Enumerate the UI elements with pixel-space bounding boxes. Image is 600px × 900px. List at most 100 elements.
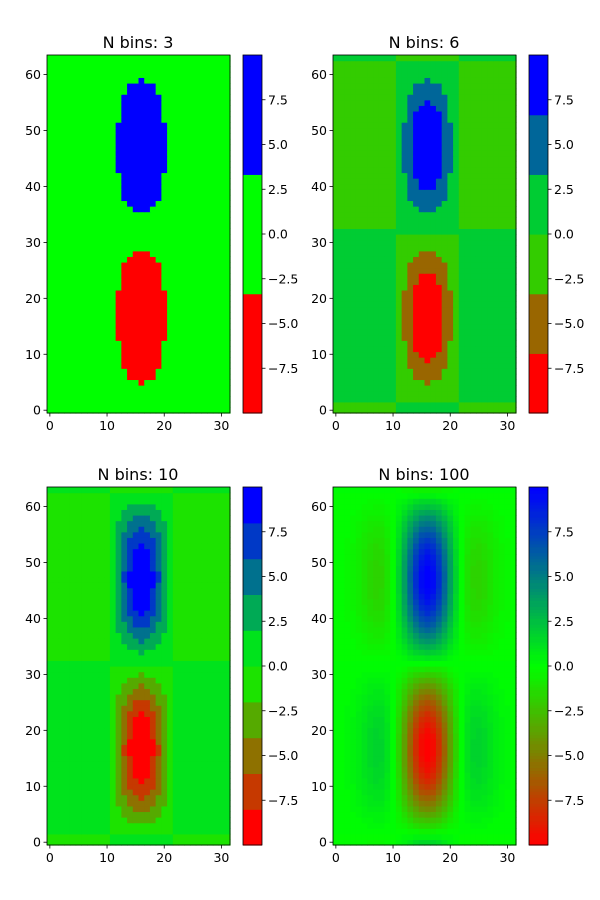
heatmap-cell [361, 150, 368, 157]
heatmap-cell [470, 306, 477, 313]
heatmap-cell [87, 317, 94, 325]
heatmap-cell [504, 351, 511, 358]
heatmap-cell [413, 385, 420, 392]
heatmap-cell [390, 345, 397, 353]
heatmap-cell [98, 144, 105, 151]
heatmap-cell [510, 334, 517, 341]
heatmap-cell [104, 811, 111, 818]
heatmap-cell [75, 811, 82, 818]
heatmap-cell [424, 206, 431, 213]
heatmap-cell [98, 761, 105, 768]
heatmap-cell [441, 172, 448, 179]
heatmap-cell [407, 284, 414, 291]
heatmap-cell [413, 278, 420, 285]
heatmap-cell [407, 161, 414, 168]
heatmap-cell [413, 329, 420, 336]
heatmap-cell [121, 178, 128, 185]
heatmap-cell [344, 267, 351, 274]
heatmap-cell [207, 94, 214, 101]
heatmap-cell [64, 772, 71, 779]
heatmap-cell [384, 334, 391, 341]
heatmap-cell [350, 317, 357, 325]
heatmap-cell [201, 178, 208, 185]
heatmap-cell [378, 161, 386, 168]
heatmap-cell [401, 211, 408, 218]
heatmap-cell [121, 273, 128, 280]
heatmap-cell [87, 55, 94, 62]
heatmap-cell [98, 766, 105, 773]
heatmap-cell [127, 373, 134, 381]
heatmap-cell [498, 144, 506, 151]
heatmap-cell [98, 340, 105, 347]
heatmap-cell [224, 82, 231, 90]
heatmap-cell [184, 817, 191, 824]
heatmap-cell [167, 234, 174, 241]
heatmap-cell [149, 373, 157, 381]
heatmap-cell [144, 172, 151, 179]
heatmap-cell [333, 77, 340, 84]
heatmap-cell [104, 323, 111, 330]
heatmap-cell [127, 289, 134, 297]
heatmap-cell [384, 228, 391, 235]
heatmap-cell [384, 289, 391, 297]
heatmap-cell [493, 329, 500, 336]
heatmap-cell [344, 133, 351, 140]
heatmap-cell [109, 99, 117, 106]
heatmap-cell [464, 189, 471, 196]
heatmap-cell [355, 407, 363, 414]
heatmap-cell [155, 817, 162, 824]
heatmap-cell [378, 306, 386, 313]
heatmap-cell [138, 783, 145, 790]
heatmap-cell [161, 222, 168, 229]
heatmap-cell [149, 66, 157, 73]
heatmap-cell [510, 228, 517, 235]
heatmap-cell [361, 138, 368, 146]
heatmap-cell [178, 60, 185, 67]
heatmap-cell [155, 727, 162, 734]
heatmap-cell [81, 122, 88, 129]
heatmap-cell [167, 144, 174, 151]
heatmap-cell [487, 385, 494, 392]
heatmap-cell [58, 178, 65, 185]
heatmap-cell [212, 189, 220, 196]
heatmap-cell [178, 716, 185, 723]
heatmap-cell [92, 161, 100, 168]
heatmap-cell [144, 138, 151, 146]
heatmap-cell [424, 110, 431, 118]
heatmap-cell [144, 396, 151, 403]
heatmap-cell [201, 323, 208, 330]
heatmap-cell [333, 301, 340, 308]
heatmap-cell [361, 194, 368, 202]
heatmap-cell [207, 727, 214, 734]
y-tick-label: 40 [311, 179, 327, 194]
heatmap-cell [189, 71, 197, 78]
heatmap-cell [207, 755, 214, 762]
heatmap-cell [378, 116, 386, 123]
heatmap-cell [161, 144, 168, 151]
heatmap-cell [115, 401, 122, 408]
heatmap-cell [504, 256, 511, 263]
heatmap-cell [189, 744, 197, 751]
heatmap-cell [401, 183, 408, 190]
heatmap-cell [149, 401, 157, 408]
heatmap-cell [138, 133, 145, 140]
heatmap-cell [75, 289, 82, 297]
heatmap-cell [184, 155, 191, 162]
heatmap-cell [75, 385, 82, 392]
heatmap-cell [355, 161, 363, 168]
heatmap-cell [144, 738, 151, 745]
heatmap-cell [441, 77, 448, 84]
heatmap-cell [418, 373, 426, 381]
heatmap-cell [447, 368, 454, 375]
heatmap-cell [361, 385, 368, 392]
heatmap-cell [367, 379, 374, 386]
heatmap-cell [384, 88, 391, 95]
heatmap-cell [212, 172, 220, 179]
heatmap-cell [361, 301, 368, 308]
heatmap-cell [207, 267, 214, 274]
heatmap-cell [493, 222, 500, 229]
heatmap-cell [172, 273, 180, 280]
heatmap-cell [161, 345, 168, 353]
heatmap-cell [75, 317, 82, 325]
heatmap-cell [47, 755, 54, 762]
